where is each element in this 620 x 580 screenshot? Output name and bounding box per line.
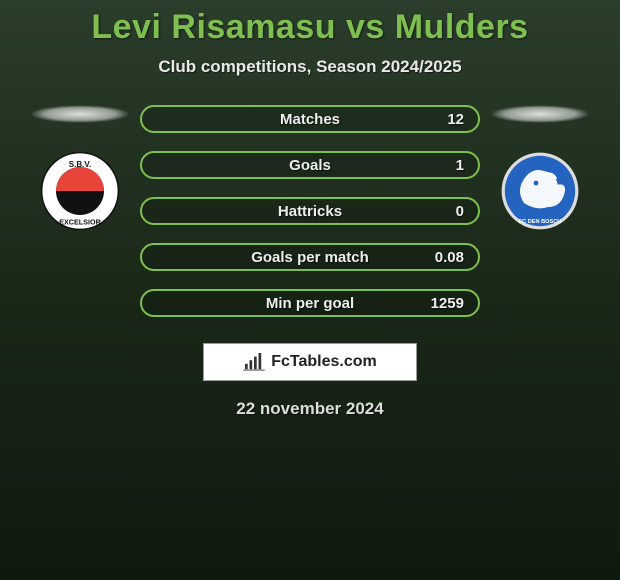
page-title: Levi Risamasu vs Mulders [0, 0, 620, 47]
left-club-badge: S.B.V. EXCELSIOR [40, 151, 120, 231]
content-area: S.B.V. EXCELSIOR Matches 12 Goals 1 Hatt… [0, 105, 620, 317]
stat-row: Min per goal 1259 [140, 289, 480, 317]
stat-label: Min per goal [266, 295, 354, 312]
left-shadow [30, 105, 130, 123]
svg-text:EXCELSIOR: EXCELSIOR [59, 218, 101, 227]
stat-row: Hattricks 0 [140, 197, 480, 225]
excelsior-badge-icon: S.B.V. EXCELSIOR [40, 151, 120, 231]
stat-value: 0 [456, 203, 464, 220]
right-shadow [490, 105, 590, 123]
stat-value: 0.08 [435, 249, 464, 266]
stat-value: 1259 [431, 295, 464, 312]
watermark-text: FcTables.com [271, 353, 377, 371]
date-text: 22 november 2024 [0, 399, 620, 419]
right-club-badge: FC DEN BOSCH [500, 151, 580, 231]
right-side: FC DEN BOSCH [480, 105, 600, 231]
stat-label: Hattricks [278, 203, 342, 220]
stat-label: Goals [289, 157, 331, 174]
stat-value: 1 [456, 157, 464, 174]
stat-label: Goals per match [251, 249, 369, 266]
left-side: S.B.V. EXCELSIOR [20, 105, 140, 231]
stats-list: Matches 12 Goals 1 Hattricks 0 Goals per… [140, 105, 480, 317]
bar-chart-icon [243, 353, 265, 371]
stat-row: Matches 12 [140, 105, 480, 133]
denbosch-badge-icon: FC DEN BOSCH [500, 151, 580, 231]
stat-row: Goals 1 [140, 151, 480, 179]
watermark: FcTables.com [203, 343, 417, 381]
stat-value: 12 [447, 111, 464, 128]
stat-row: Goals per match 0.08 [140, 243, 480, 271]
svg-text:FC DEN BOSCH: FC DEN BOSCH [519, 219, 562, 225]
stat-label: Matches [280, 111, 340, 128]
subtitle: Club competitions, Season 2024/2025 [0, 57, 620, 77]
svg-text:S.B.V.: S.B.V. [69, 160, 91, 169]
